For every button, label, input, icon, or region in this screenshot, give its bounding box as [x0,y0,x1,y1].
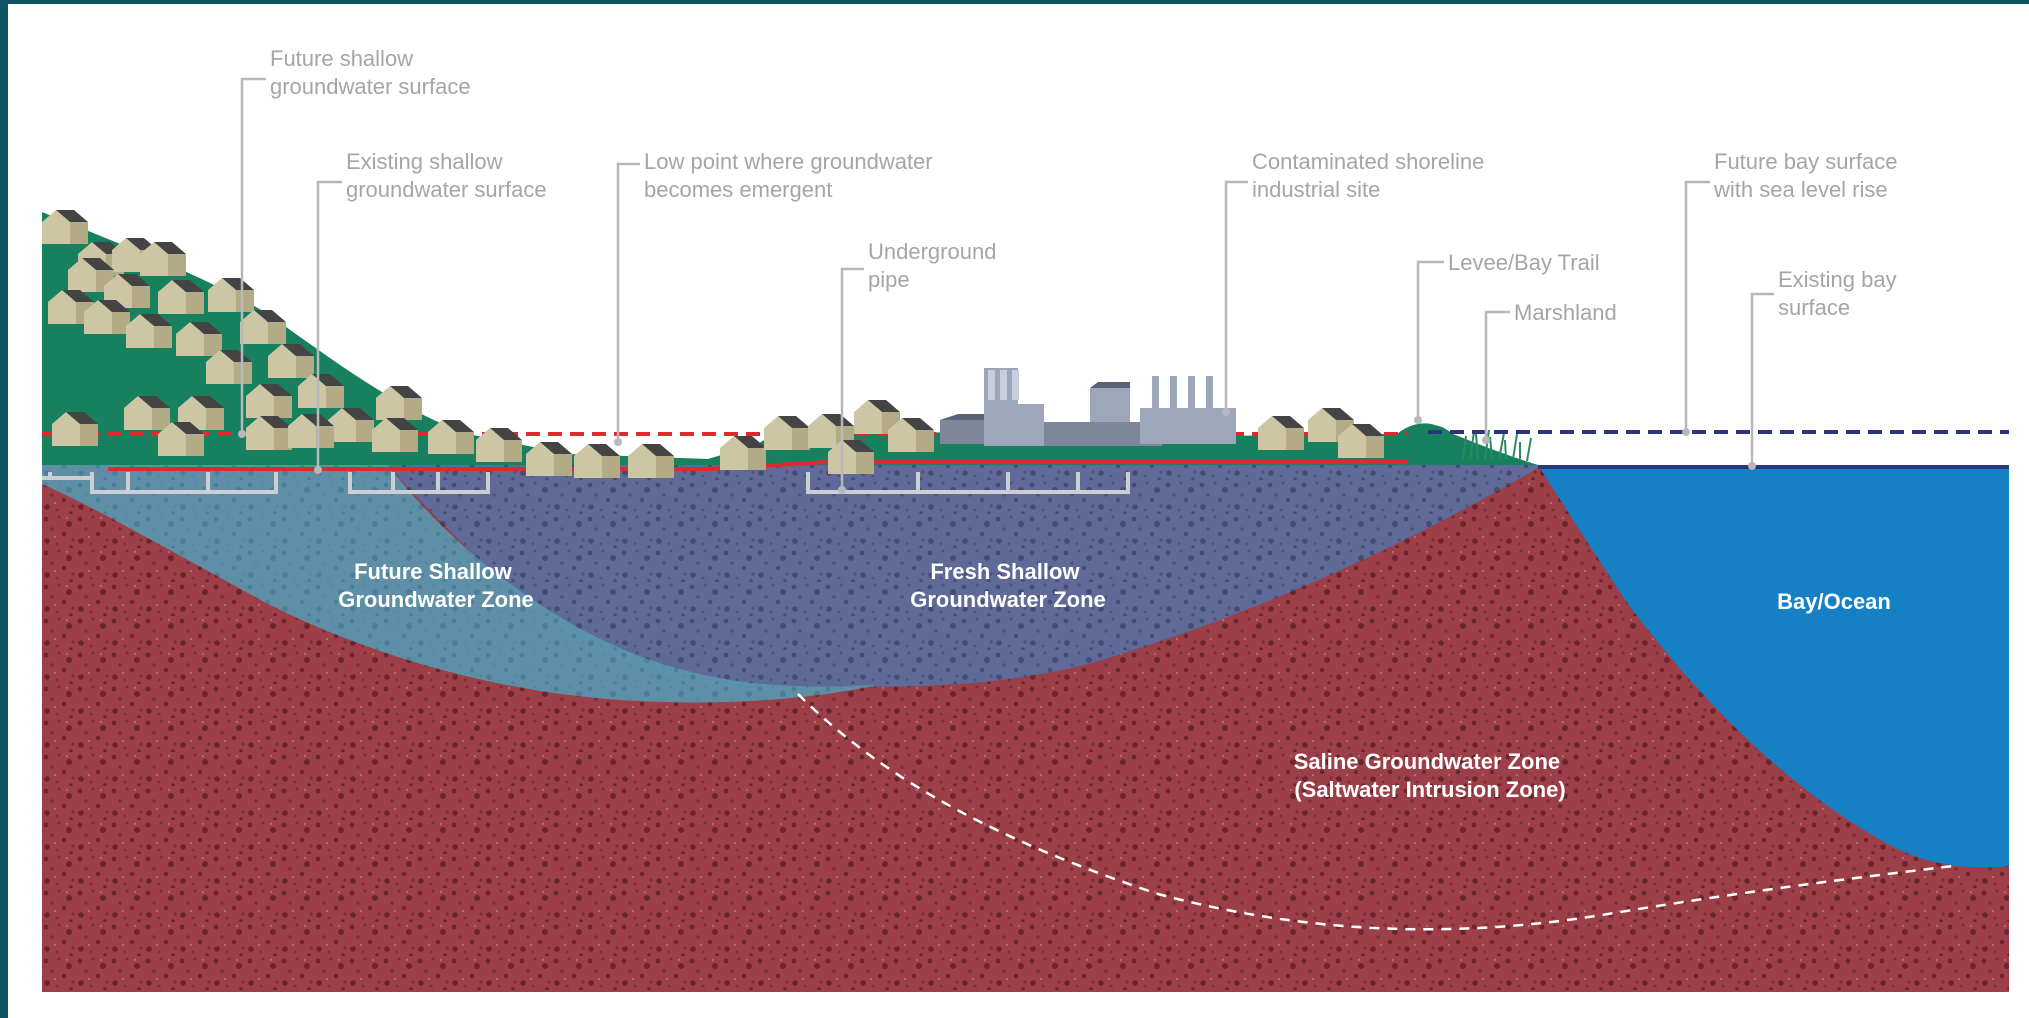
callout-future-bay-surface: Future bay surface with sea level rise [1713,149,1904,202]
bay-ocean [1538,465,2009,868]
callout-low-point: Low point where groundwater becomes emer… [644,149,939,202]
callout-levee-bay-trail: Levee/Bay Trail [1448,250,1600,275]
callout-marshland: Marshland [1514,300,1617,325]
groundwater-cross-section: Future shallow groundwater surface Exist… [42,46,2009,992]
future-shallow-groundwater-zone [42,465,878,703]
levee-mound [1388,423,1538,465]
callout-contaminated-site: Contaminated shoreline industrial site [1252,149,1491,202]
label-fresh-shallow-zone: Fresh Shallow Groundwater Zone [910,559,1106,612]
label-saline-zone: Saline Groundwater Zone (Saltwater Intru… [1294,749,1567,802]
callout-underground-pipe: Underground pipe [868,239,1003,292]
callout-existing-shallow-groundwater: Existing shallow groundwater surface [346,149,547,202]
callout-leaders [240,77,1774,490]
callout-future-shallow-groundwater: Future shallow groundwater surface [270,46,471,99]
callout-existing-bay-surface: Existing bay surface [1778,267,1903,320]
label-future-shallow-zone: Future Shallow Groundwater Zone [338,559,534,612]
underground-pipes [42,472,1130,494]
fresh-shallow-groundwater-zone [388,465,1543,689]
label-bay-ocean: Bay/Ocean [1777,589,1891,614]
industrial-site [940,368,1236,446]
callout-dots [238,408,1756,494]
marshland-grass [1462,429,1532,462]
existing-groundwater-surface [108,460,1408,471]
diagram-frame: Future shallow groundwater surface Exist… [8,4,2029,1018]
